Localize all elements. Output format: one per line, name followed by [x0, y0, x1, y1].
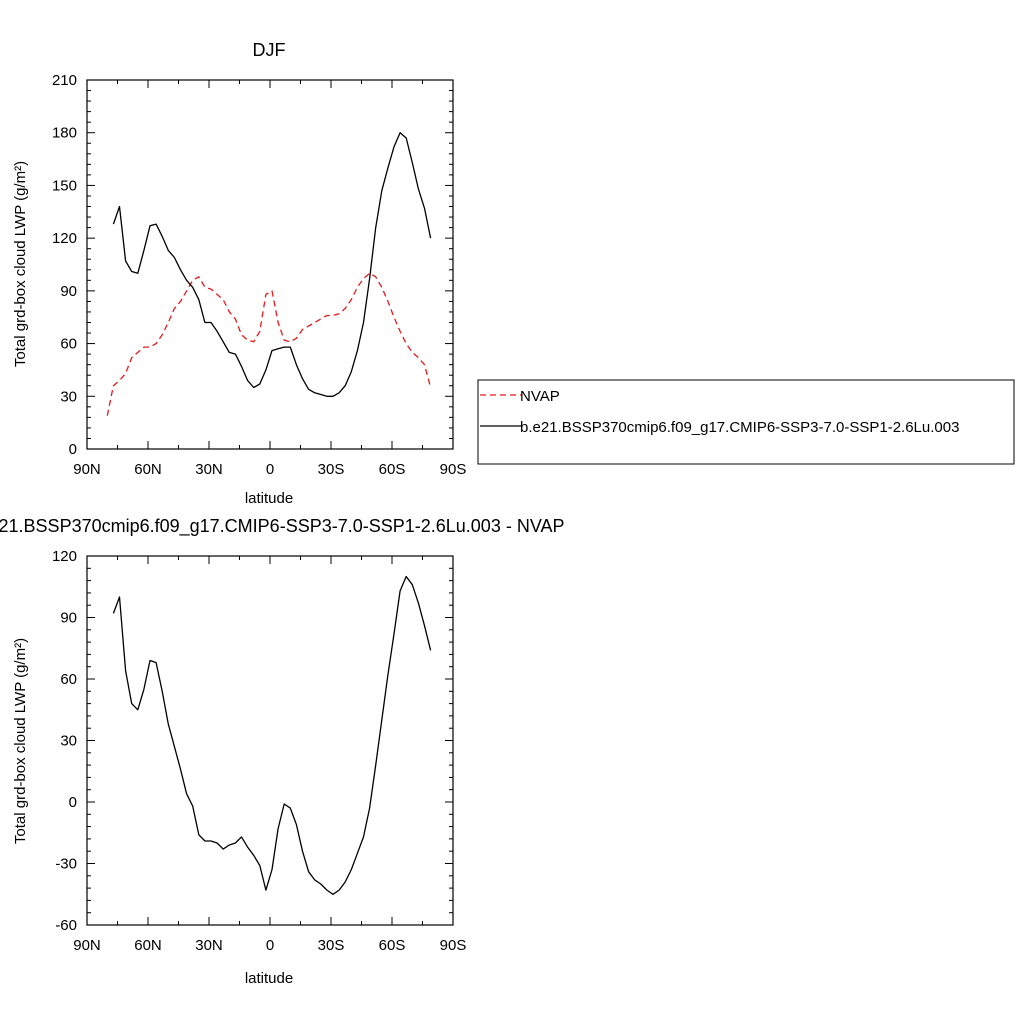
y-tick-label: 120 [52, 230, 77, 247]
y-axis-label: Total grd-box cloud LWP (g/m²) [12, 161, 29, 367]
y-tick-label: 180 [52, 125, 77, 142]
x-tick-label: 60N [134, 461, 162, 478]
chart-djf: DJF latitude Total grd-box cloud LWP (g/… [12, 40, 1015, 507]
legend-label: b.e21.BSSP370cmip6.f09_g17.CMIP6-SSP3-7.… [520, 419, 959, 436]
x-axis-label: latitude [245, 490, 293, 507]
y-tick-label: 0 [69, 794, 77, 811]
x-tick-label: 90N [73, 937, 101, 954]
x-tick-label: 30S [318, 461, 345, 478]
y-tick-label: 60 [60, 671, 77, 688]
chart-difference: b.e21.BSSP370cmip6.f09_g17.CMIP6-SSP3-7.… [0, 516, 565, 987]
x-tick-label: 30N [195, 461, 223, 478]
plot-frame [86, 79, 454, 450]
y-tick-label: -30 [55, 856, 77, 873]
x-axis-label: latitude [245, 970, 293, 987]
x-tick-label: 30N [195, 937, 223, 954]
x-tick-label: 90N [73, 461, 101, 478]
y-tick-label: 30 [60, 733, 77, 750]
y-tick-label: 90 [60, 283, 77, 300]
x-tick-label: 60N [134, 937, 162, 954]
plot-frame [86, 555, 454, 926]
x-tick-label: 60S [379, 937, 406, 954]
x-tick-label: 0 [266, 937, 274, 954]
y-tick-label: 210 [52, 72, 77, 89]
chart-title: DJF [253, 40, 286, 60]
y-tick-label: 120 [52, 548, 77, 565]
legend-box [477, 379, 1015, 465]
x-tick-label: 0 [266, 461, 274, 478]
series-line-model [112, 575, 432, 895]
y-tick-label: 30 [60, 388, 77, 405]
series-line-nvap [106, 272, 432, 416]
x-tick-label: 30S [318, 937, 345, 954]
y-tick-label: 60 [60, 336, 77, 353]
series-line-model [112, 132, 432, 397]
x-tick-label: 90S [440, 461, 467, 478]
y-axis-label: Total grd-box cloud LWP (g/m²) [12, 638, 29, 844]
y-tick-label: -60 [55, 917, 77, 934]
chart-title: b.e21.BSSP370cmip6.f09_g17.CMIP6-SSP3-7.… [0, 516, 565, 537]
y-tick-label: 90 [60, 610, 77, 627]
legend-label: NVAP [520, 388, 560, 405]
x-tick-label: 90S [440, 937, 467, 954]
x-tick-label: 60S [379, 461, 406, 478]
legend: NVAP b.e21.BSSP370cmip6.f09_g17.CMIP6-SSP… [477, 379, 1015, 465]
y-tick-label: 0 [69, 441, 77, 458]
y-tick-label: 150 [52, 177, 77, 194]
